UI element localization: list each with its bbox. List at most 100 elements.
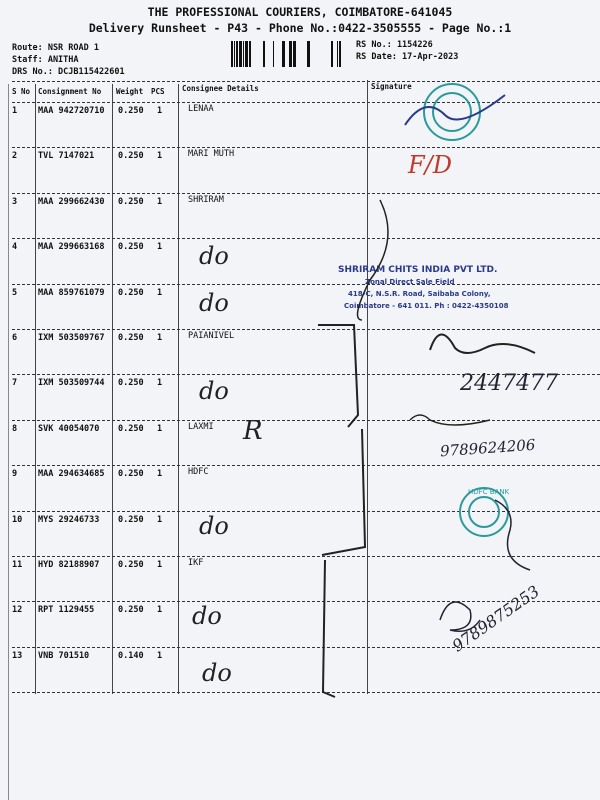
barcode-bar	[263, 41, 265, 67]
consignment-number: IXM 503509767	[38, 333, 105, 343]
serial-number: 4	[12, 242, 18, 253]
ditto-mark: do	[202, 659, 232, 687]
weight: 0.250	[118, 560, 144, 570]
svg-text:SHRIRAM CHITS INDIA PVT LTD.: SHRIRAM CHITS INDIA PVT LTD.	[338, 265, 497, 275]
serial-number: 11	[12, 560, 23, 570]
bracket-line	[321, 428, 367, 556]
barcode-bar	[239, 41, 242, 67]
ditto-mark: do	[199, 242, 229, 270]
barcode-bar	[273, 41, 274, 67]
col-consignee: Consignee Details	[182, 84, 259, 93]
weight: 0.250	[118, 287, 144, 298]
serial-number: 5	[12, 287, 18, 298]
signature	[356, 199, 389, 321]
row-divider	[12, 147, 600, 149]
col-pcs: PCS	[151, 87, 165, 96]
consignee-name: MARI MUTH	[188, 149, 235, 160]
ditto-mark: do	[199, 512, 229, 540]
signature	[404, 94, 506, 126]
route: Route: NSR ROAD 1	[12, 43, 99, 53]
initial-mark: R	[243, 416, 263, 446]
row-divider	[12, 601, 600, 603]
consignee-name: LENAA	[188, 104, 214, 114]
scan-edge	[8, 84, 9, 800]
consignment-number: HYD 82188907	[38, 560, 100, 570]
row-divider	[12, 556, 600, 557]
courier-stamp	[423, 83, 481, 141]
barcode-bar	[243, 41, 244, 67]
ditto-mark: do	[199, 377, 229, 405]
weight: 0.250	[118, 196, 144, 207]
weight: 0.140	[118, 650, 144, 661]
barcode-bar	[236, 41, 238, 67]
runsheet-subtitle: Delivery Runsheet - P43 - Phone No.:0422…	[88, 21, 512, 35]
barcode-bar	[231, 41, 233, 67]
consignment-number: MAA 942720710	[38, 106, 105, 116]
row-divider	[12, 510, 600, 512]
weight: 0.250	[118, 469, 144, 480]
pcs: 1	[157, 605, 163, 616]
bracket-line	[321, 559, 336, 698]
staff: Staff: ANITHA	[12, 55, 79, 65]
pcs: 1	[157, 287, 163, 298]
pcs: 1	[157, 242, 163, 253]
row-divider	[12, 646, 600, 648]
barcode-bar	[245, 41, 248, 67]
consignment-number: MYS 29246733	[38, 514, 100, 525]
consignment-number: MAA 299663168	[38, 242, 105, 253]
company-title: THE PROFESSIONAL COURIERS, COIMBATORE-64…	[147, 5, 453, 19]
signature	[439, 601, 481, 632]
pcs: 1	[157, 196, 163, 207]
serial-number: 13	[12, 650, 23, 661]
row-divider	[12, 419, 600, 421]
pcs: 1	[157, 333, 163, 343]
serial-number: 7	[12, 378, 18, 389]
consignment-number: VNB 701510	[38, 650, 90, 661]
barcode-bar	[293, 41, 296, 67]
bracket-line	[318, 324, 360, 428]
weight: 0.250	[118, 333, 144, 343]
barcode-bar	[289, 41, 292, 67]
weight: 0.250	[118, 106, 144, 116]
rs-number: RS No.: 1154226	[356, 40, 433, 50]
pcs: 1	[157, 423, 163, 434]
serial-number: 6	[12, 333, 18, 343]
row-divider	[12, 238, 600, 240]
pcs: 1	[157, 378, 163, 389]
column-line	[367, 80, 368, 694]
col-weight: Weight	[116, 87, 144, 96]
serial-number: 10	[12, 514, 23, 525]
weight: 0.250	[118, 514, 144, 525]
row-divider	[12, 102, 600, 103]
serial-number: 3	[12, 196, 18, 207]
svg-text:418-C, N.S.R. Road, Saibaba Co: 418-C, N.S.R. Road, Saibaba Colony,	[348, 290, 491, 298]
serial-number: 9	[12, 469, 18, 480]
barcode-bar	[282, 41, 285, 67]
weight: 0.250	[118, 242, 144, 253]
pcs: 1	[157, 560, 163, 570]
divider	[12, 81, 600, 82]
weight: 0.250	[118, 423, 144, 434]
barcode-bar	[337, 41, 338, 67]
col-signature: Signature	[371, 82, 412, 91]
svg-text:Zonal Direct Sale Field: Zonal Direct Sale Field	[365, 278, 454, 286]
signature	[494, 499, 531, 571]
barcode	[231, 41, 341, 67]
shriram-stamp: SHRIRAM CHITS INDIA PVT LTD. Zonal Direc…	[338, 265, 509, 310]
row-divider	[12, 374, 600, 376]
pcs: 1	[157, 650, 163, 661]
consignee-name: LAXMI	[188, 421, 214, 432]
serial-number: 2	[12, 151, 18, 162]
consignment-number: MAA 299662430	[38, 196, 105, 207]
col-consignment: Consignment No	[38, 87, 102, 96]
pcs: 1	[157, 106, 163, 116]
serial-number: 12	[12, 605, 23, 616]
svg-text:Coimbatore - 641 011. Ph : 042: Coimbatore - 641 011. Ph : 0422-4350108	[344, 302, 509, 310]
barcode-bar	[339, 41, 341, 67]
col-sno: S No	[12, 87, 31, 96]
consignment-number: IXM 503509744	[38, 378, 105, 389]
barcode-bar	[331, 41, 333, 67]
row-divider	[12, 329, 600, 330]
pcs: 1	[157, 151, 163, 162]
